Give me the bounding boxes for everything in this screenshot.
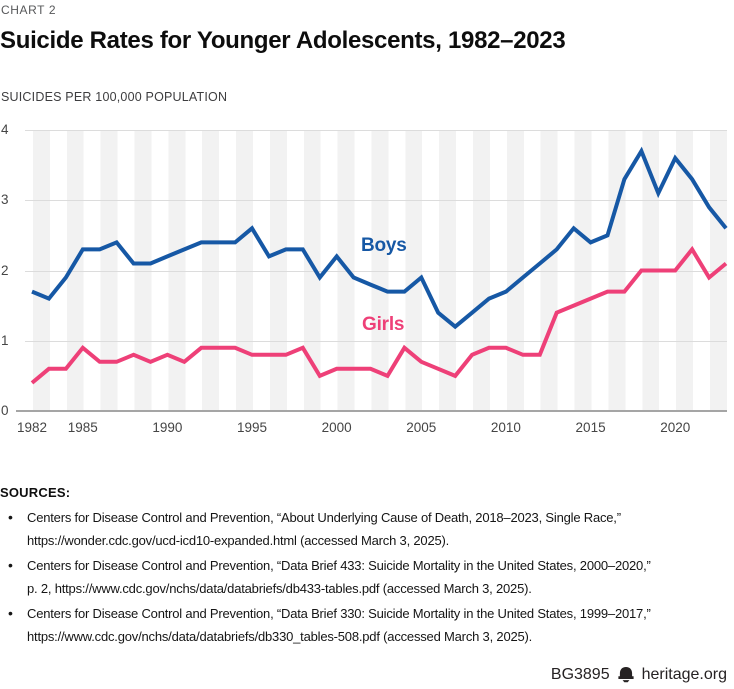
heritage-bell-icon [618,667,634,683]
y-tick-label-1: 1 [1,332,9,348]
source-item-2: Centers for Disease Control and Preventi… [0,554,722,600]
series-line-boys [31,146,728,330]
y-tick-label-0: 0 [1,403,9,418]
x-tick-label-2005: 2005 [406,420,437,435]
sources-list: Centers for Disease Control and Preventi… [0,506,722,650]
x-tick-label-1985: 1985 [67,420,98,435]
chart-lines [30,146,728,385]
x-tick-label-1990: 1990 [152,420,183,435]
x-tick-label-1982: 1982 [16,420,48,435]
source-item-1: Centers for Disease Control and Preventi… [0,506,722,552]
gridline-y-1 [25,340,727,342]
gridline-y-3 [25,200,727,202]
gridline-y-4 [25,130,727,131]
y-tick-label-4: 4 [1,122,9,137]
sources-heading: SOURCES: [0,485,71,500]
website: heritage.org [641,666,727,683]
gridline-y-2 [25,270,727,272]
source-item-3: Centers for Disease Control and Preventi… [0,602,722,648]
series-line-girls [30,245,728,385]
x-tick-label-1995: 1995 [237,420,268,435]
series-label-boys: Boys [361,235,407,256]
x-axis-line [16,410,727,412]
y-tick-label-3: 3 [1,192,9,208]
x-tick-label-2015: 2015 [575,420,606,435]
y-tick-label-2: 2 [1,262,9,278]
x-tick-label-2000: 2000 [321,420,352,435]
series-label-girls: Girls [362,314,405,335]
chart-number-label: CHART 2 [1,3,57,17]
report-id: BG3895 [550,666,610,683]
footer: BG3895 heritage.org [551,666,727,684]
x-tick-label-2020: 2020 [660,420,691,435]
chart-title: Suicide Rates for Younger Adolescents, 1… [0,27,566,54]
x-tick-label-2010: 2010 [490,420,521,435]
y-axis-units-label: SUICIDES PER 100,000 POPULATION [1,90,228,104]
